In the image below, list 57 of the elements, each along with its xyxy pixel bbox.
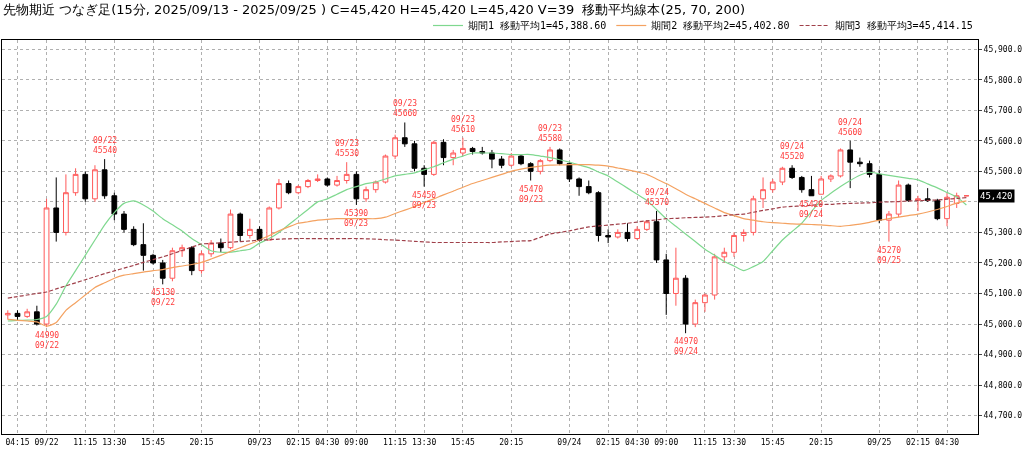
annotation: 45450 09/23 [412,191,437,211]
x-tick-label: 02:15 [905,437,931,447]
legend-label: 期間2 移動平均2=45,402.80 [651,20,790,32]
y-tick-label: 44,900.0 [983,350,1023,360]
annotation: 45470 09/23 [519,185,544,205]
x-tick-label: 15:45 [450,437,476,447]
annotation: 09/23 45610 [451,115,476,135]
y-tick-label: 45,100.0 [983,289,1023,299]
y-tick-label: 45,700.0 [983,106,1023,116]
x-tick-label: 09/24 [557,437,582,447]
y-tick-label: 45,600.0 [983,136,1023,146]
annotation: 44990 09/22 [35,331,60,351]
y-tick-label: 45,900.0 [983,44,1023,54]
x-tick-label: 02:15 [596,437,621,447]
x-tick-label: 04:30 [625,437,650,447]
x-tick-label: 15:45 [760,437,785,447]
y-tick-label: 45,500.0 [983,167,1023,177]
x-tick-label: 11:15 [692,437,718,447]
x-tick-label: 09:00 [654,437,679,447]
x-tick-label: 15:45 [141,437,166,447]
annotation: 44970 09/24 [674,337,699,357]
x-tick-label: 02:15 [286,437,311,447]
annotation: 09/23 45580 [538,124,563,144]
x-tick-label: 04:30 [315,437,340,447]
annotation: 45390 09/23 [344,209,369,229]
x-tick-label: 09/25 [867,437,892,447]
y-tick-label: 45,300.0 [983,228,1023,238]
x-tick-label: 20:15 [809,437,834,447]
annotation: 09/24 45600 [838,118,863,138]
annotation: 09/22 45540 [93,136,118,156]
annotation: 09/23 45530 [335,139,360,159]
annotation: 45270 09/25 [877,246,902,266]
x-tick-label: 09/23 [247,437,272,447]
x-tick-label: 13:30 [721,437,747,447]
x-tick-label: 20:15 [499,437,524,447]
text: 45,420 [980,191,1013,201]
x-tick-label: 11:15 [383,437,408,447]
chart-title: 先物期近 つなぎ足(15分, 2025/09/13 - 2025/09/25 ) C=45,420 H=45,420 L=45,420 V=39 移動平均線本(25, 70, 200) [3,1,746,17]
annotation: 09/24 45370 [645,188,670,208]
y-tick-label: 45,800.0 [983,75,1023,85]
x-tick-label: 20:15 [189,437,214,447]
x-tick-label: 11:15 [73,437,98,447]
y-tick-label: 45,000.0 [983,319,1023,329]
x-tick-label: 09/22 [34,437,59,447]
y-tick-label: 44,700.0 [983,411,1023,421]
x-tick-label: 09:00 [344,437,369,447]
x-tick-label: 04:30 [934,437,960,447]
legend-label: 期間3 移動平均3=45,414.15 [834,20,973,32]
y-tick-label: 45,200.0 [983,258,1023,268]
x-tick-label: 04:15 [5,437,30,447]
x-tick-label: 13:30 [102,437,127,447]
y-tick-label: 44,800.0 [983,380,1023,390]
x-tick-label: 13:30 [412,437,437,447]
annotation: 45130 09/22 [151,288,176,308]
annotation: 09/24 45520 [780,142,805,162]
annotation: 09/23 45660 [393,99,418,119]
legend-label: 期間1 移動平均1=45,388.60 [468,20,607,32]
